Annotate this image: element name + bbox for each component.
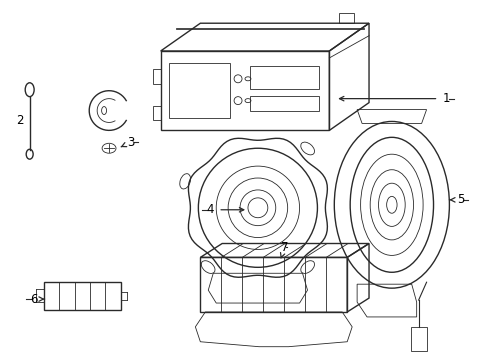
Text: 6: 6 bbox=[30, 293, 37, 306]
Text: 3: 3 bbox=[127, 136, 134, 149]
Text: 7: 7 bbox=[281, 241, 288, 254]
Bar bbox=[410, 327, 426, 351]
Text: 5: 5 bbox=[456, 193, 463, 206]
Text: 1: 1 bbox=[442, 92, 449, 105]
Text: 4: 4 bbox=[206, 203, 214, 216]
Text: 2: 2 bbox=[16, 114, 23, 127]
